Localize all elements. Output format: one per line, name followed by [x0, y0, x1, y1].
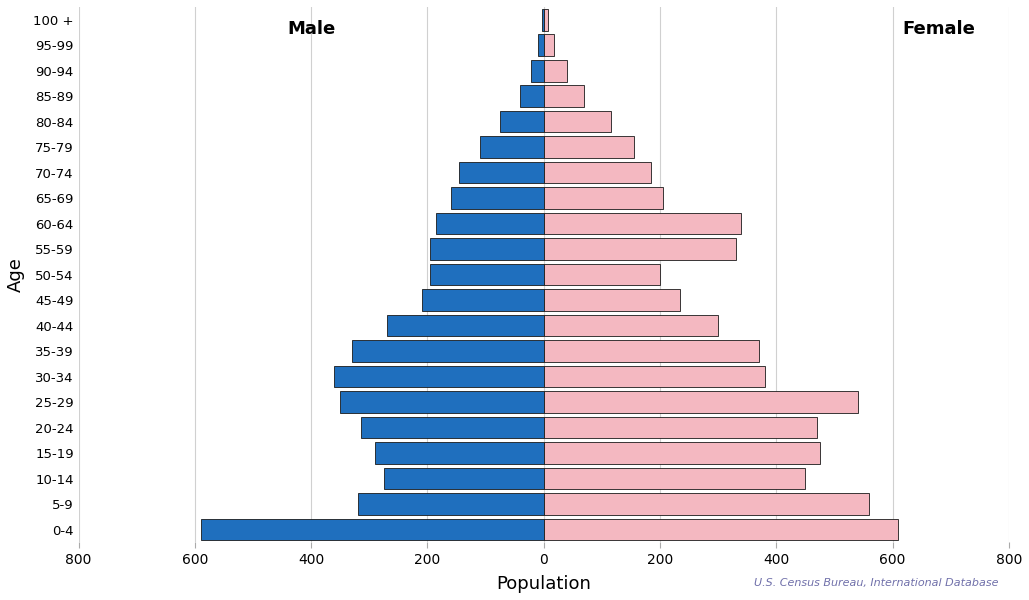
- Bar: [543, 136, 634, 158]
- Bar: [538, 34, 543, 56]
- Bar: [543, 315, 718, 337]
- Bar: [543, 213, 742, 235]
- Bar: [430, 264, 543, 286]
- Bar: [341, 391, 543, 413]
- Bar: [543, 187, 663, 209]
- Bar: [543, 111, 610, 133]
- Bar: [376, 442, 543, 464]
- Bar: [387, 315, 543, 337]
- Bar: [543, 442, 820, 464]
- X-axis label: Population: Population: [496, 575, 592, 593]
- Bar: [543, 340, 758, 362]
- Bar: [460, 162, 543, 184]
- Text: U.S. Census Bureau, International Database: U.S. Census Bureau, International Databa…: [753, 578, 998, 588]
- Bar: [201, 519, 543, 541]
- Bar: [543, 9, 548, 31]
- Bar: [500, 111, 543, 133]
- Text: Female: Female: [902, 20, 975, 38]
- Bar: [543, 162, 651, 184]
- Bar: [543, 391, 858, 413]
- Bar: [543, 519, 898, 541]
- Bar: [543, 417, 817, 439]
- Bar: [543, 60, 567, 82]
- Bar: [358, 493, 543, 515]
- Text: Male: Male: [287, 20, 335, 38]
- Bar: [543, 468, 806, 490]
- Bar: [352, 340, 543, 362]
- Bar: [542, 9, 543, 31]
- Bar: [436, 213, 543, 235]
- Bar: [360, 417, 543, 439]
- Bar: [334, 366, 543, 388]
- Bar: [480, 136, 543, 158]
- Bar: [451, 187, 543, 209]
- Bar: [543, 493, 870, 515]
- Bar: [543, 238, 736, 260]
- Bar: [543, 264, 660, 286]
- Bar: [521, 85, 543, 107]
- Bar: [422, 289, 543, 311]
- Y-axis label: Age: Age: [7, 257, 25, 292]
- Bar: [543, 289, 680, 311]
- Bar: [384, 468, 543, 490]
- Bar: [543, 34, 555, 56]
- Bar: [543, 85, 584, 107]
- Bar: [531, 60, 543, 82]
- Bar: [543, 366, 765, 388]
- Bar: [430, 238, 543, 260]
